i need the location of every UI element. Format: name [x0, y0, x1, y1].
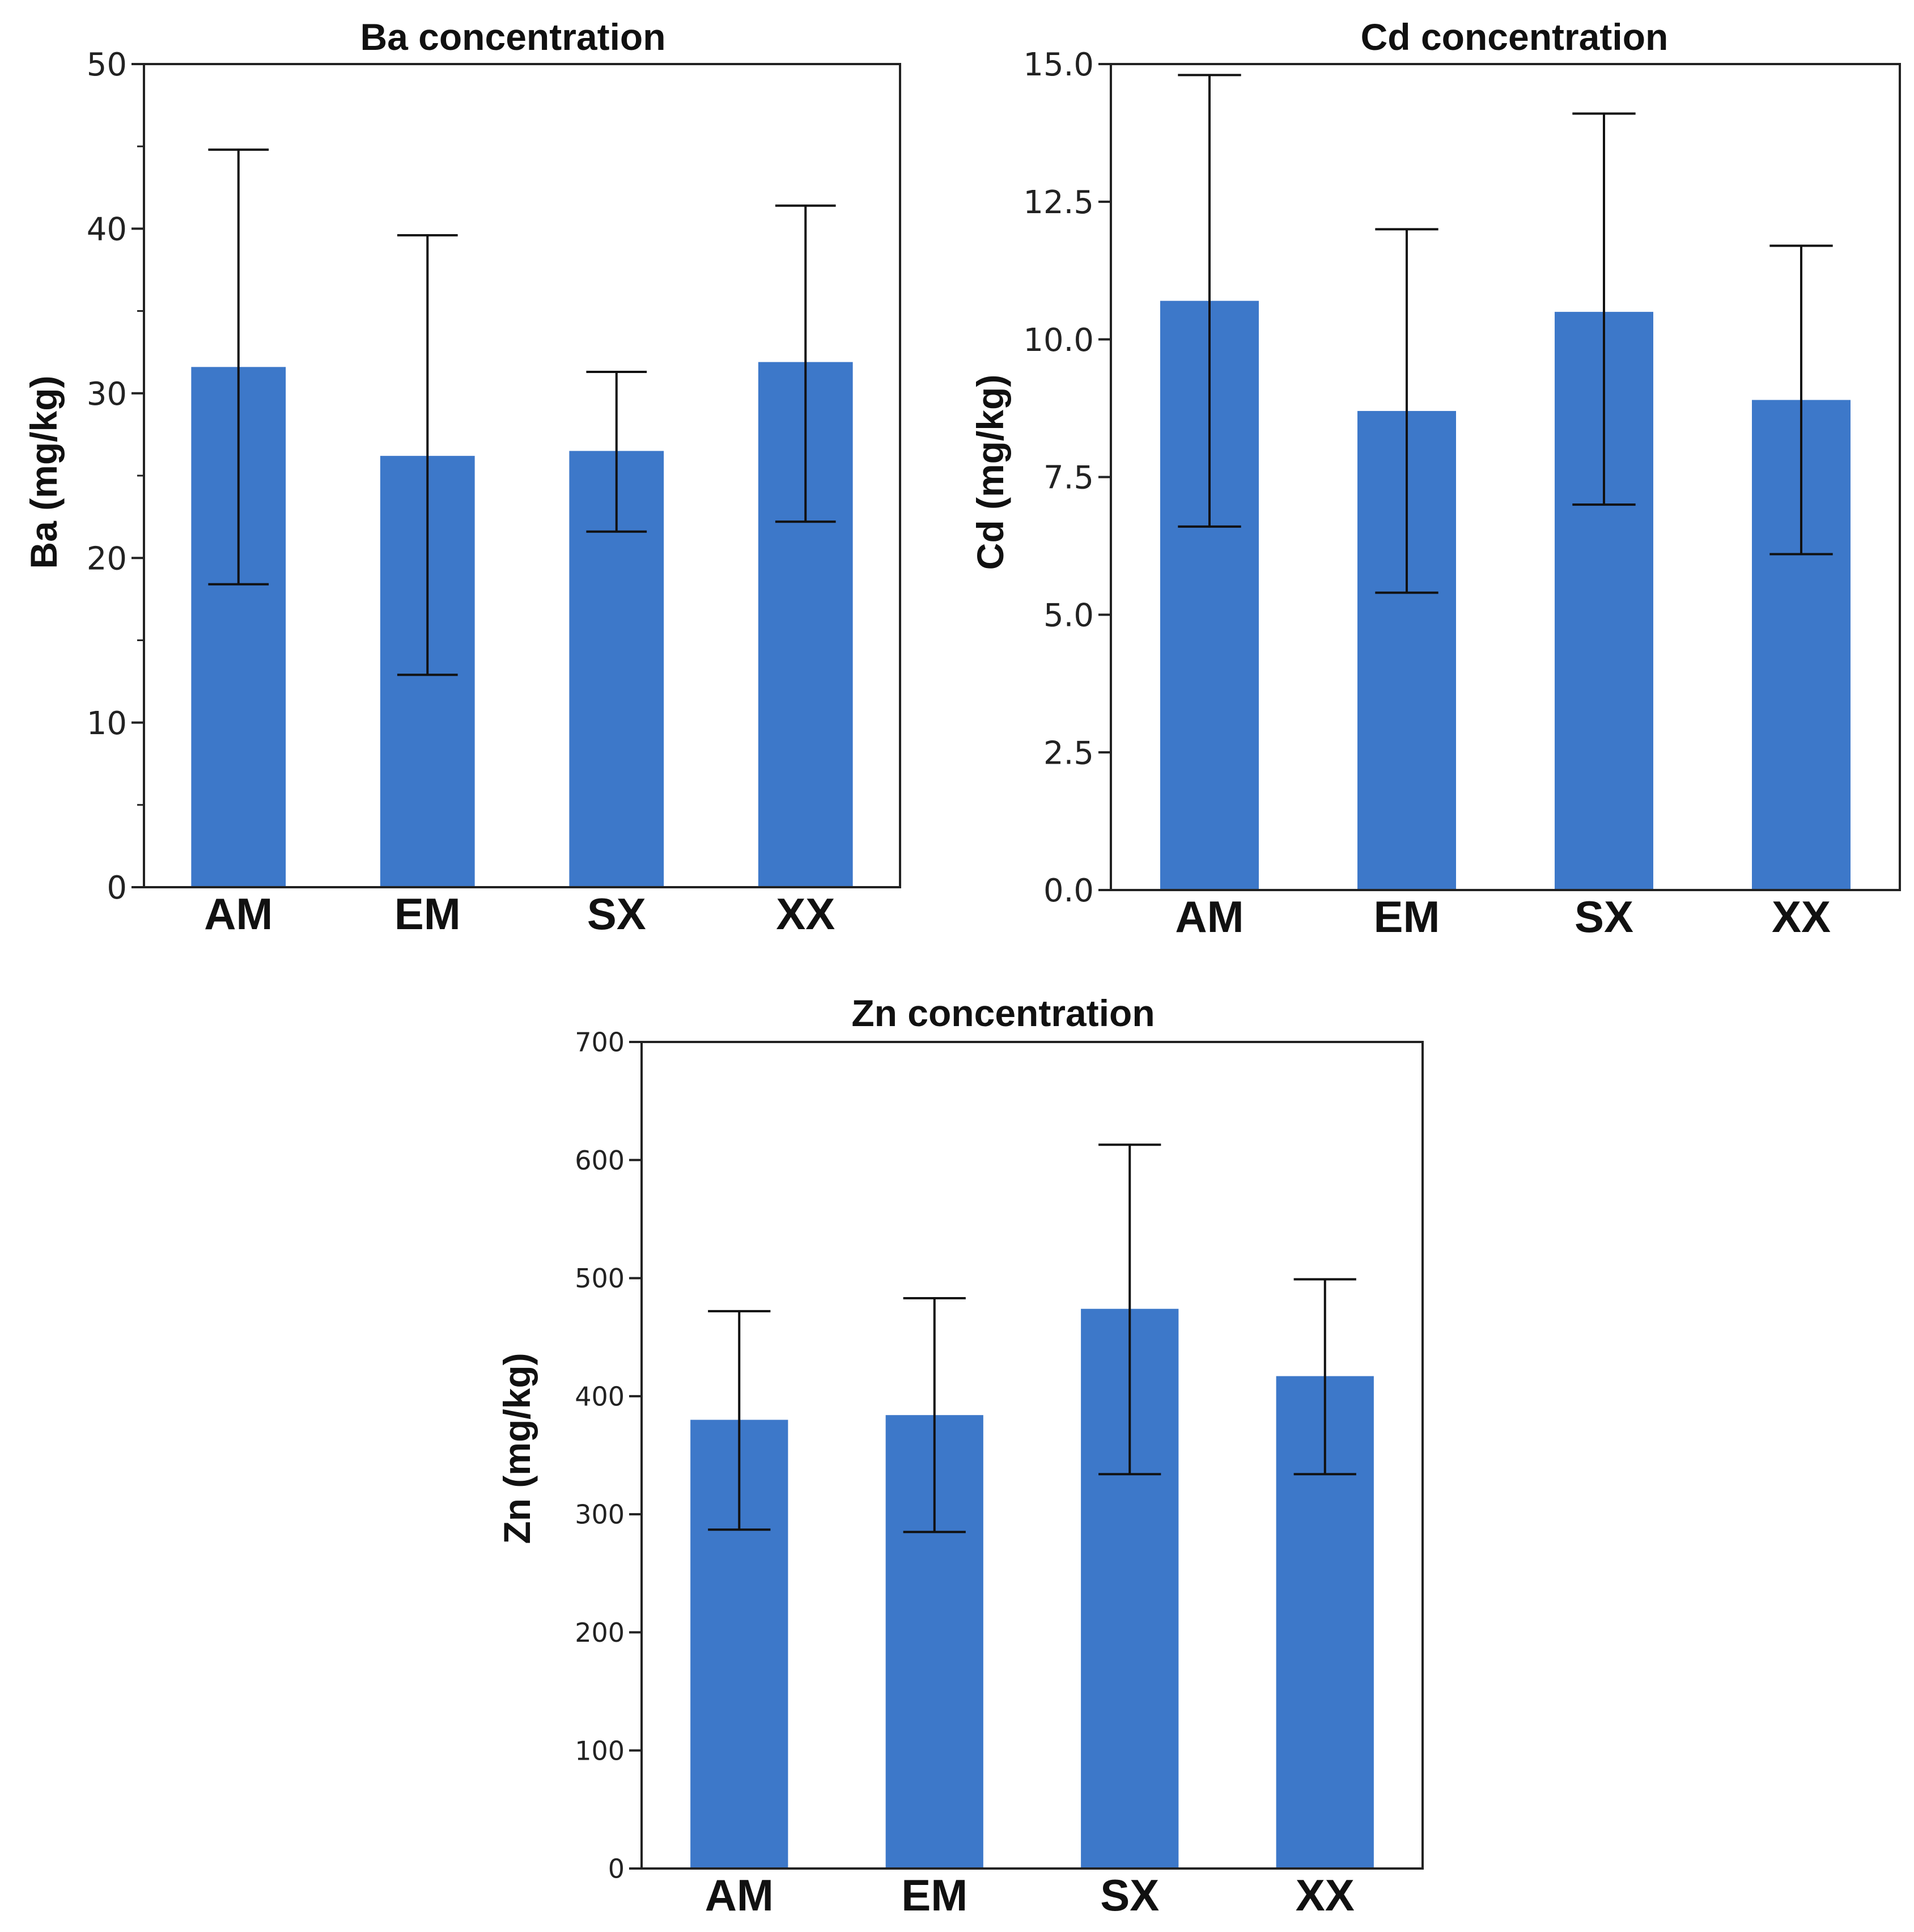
cd-x-tick-label-am: AM [1175, 892, 1244, 942]
cd-y-tick-label: 12.5 [1023, 184, 1094, 221]
cd-plot-area: 0.0 2.5 5.0 7.5 10.0 12.5 15.0 AM EM SX XX [1023, 46, 1901, 942]
cd-y-tick-label: 15.0 [1023, 46, 1094, 83]
cd-x-tick-label-em: EM [1374, 892, 1440, 942]
ba-y-tick-label: 20 [87, 540, 127, 577]
zn-x-tick-label-am: AM [705, 1870, 774, 1920]
cd-y-tick-label: 0.0 [1043, 872, 1094, 909]
ba-y-tick-label: 30 [87, 376, 127, 413]
cd-x-tick-label-sx: SX [1575, 892, 1633, 942]
ba-x-tick-label-sx: SX [587, 889, 646, 939]
zn-chart-panel: Zn concentration Zn (mg/kg) 0 100 200 300 40… [496, 992, 1424, 1920]
zn-y-tick-label: 600 [575, 1145, 625, 1176]
cd-x-tick-label-xx: XX [1772, 892, 1831, 942]
ba-y-axis-label: Ba (mg/kg) [23, 375, 65, 569]
cd-y-tick-label: 7.5 [1043, 460, 1094, 497]
cd-y-tick-label: 5.0 [1043, 597, 1094, 634]
ba-x-tick-label-xx: XX [776, 889, 835, 939]
zn-plot-frame [640, 1041, 1424, 1870]
zn-y-tick-label: 0 [608, 1854, 625, 1884]
zn-x-tick-label-sx: SX [1100, 1870, 1159, 1920]
ba-y-tick-label: 0 [107, 870, 127, 906]
cd-chart-title: Cd concentration [1361, 16, 1669, 58]
zn-x-tick-label-xx: XX [1296, 1870, 1355, 1920]
zn-y-tick-label: 500 [575, 1263, 625, 1294]
zn-y-tick-label: 200 [575, 1617, 625, 1648]
zn-y-tick-label: 400 [575, 1381, 625, 1412]
cd-y-tick-label: 2.5 [1043, 735, 1094, 772]
cd-chart-panel: Cd concentration Cd (mg/kg) 0.0 2.5 5.0 7.5… [969, 16, 1901, 942]
zn-y-axis-label: Zn (mg/kg) [496, 1353, 538, 1544]
cd-y-axis-label: Cd (mg/kg) [969, 375, 1011, 570]
zn-chart-title: Zn concentration [851, 992, 1155, 1034]
ba-chart-title: Ba concentration [360, 16, 665, 58]
zn-y-tick-label: 300 [575, 1499, 625, 1530]
ba-x-tick-label-em: EM [394, 889, 461, 939]
ba-x-tick-label-am: AM [204, 889, 273, 939]
ba-plot-area: 0 10 20 30 40 50 AM EM SX XX [87, 46, 901, 939]
ba-y-tick-label: 50 [87, 46, 127, 83]
zn-y-tick-label: 700 [575, 1027, 625, 1058]
zn-plot-area: 0 100 200 300 400 500 600 700 AM EM SX XX [575, 1027, 1424, 1920]
zn-y-tick-label: 100 [575, 1735, 625, 1766]
ba-chart-panel: Ba concentration Ba (mg/kg) 0 10 20 30 40 50 A… [23, 16, 901, 939]
cd-y-tick-label: 10.0 [1023, 322, 1094, 359]
zn-x-tick-label-em: EM [901, 1870, 967, 1920]
ba-y-tick-label: 10 [87, 705, 127, 742]
ba-y-tick-label: 40 [87, 211, 127, 248]
